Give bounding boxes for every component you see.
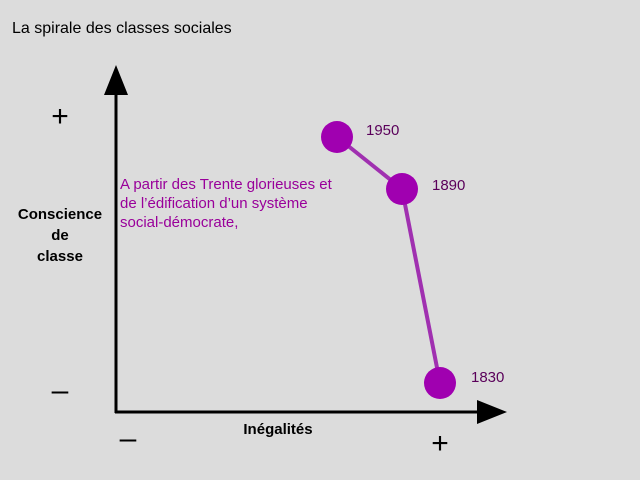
x-right-sign: + [431, 427, 449, 460]
node [424, 367, 456, 399]
x-left-sign: – [120, 422, 137, 455]
y-bottom-sign: – [52, 374, 69, 407]
annotation-line: social-démocrate, [120, 214, 238, 231]
y-label: classe [37, 248, 83, 265]
node [386, 173, 418, 205]
y-label: de [51, 227, 69, 244]
annotation-line: A partir des Trente glorieuses et [120, 176, 333, 193]
node-label: 1950 [366, 122, 399, 139]
node-label: 1890 [432, 177, 465, 194]
node-label: 1830 [471, 369, 504, 386]
y-top-sign: + [51, 100, 69, 133]
annotation-line: de l’édification d’un système [120, 195, 308, 212]
title: La spirale des classes sociales [12, 20, 232, 37]
y-label: Conscience [18, 206, 102, 223]
x-label: Inégalités [243, 421, 312, 438]
node [321, 121, 353, 153]
